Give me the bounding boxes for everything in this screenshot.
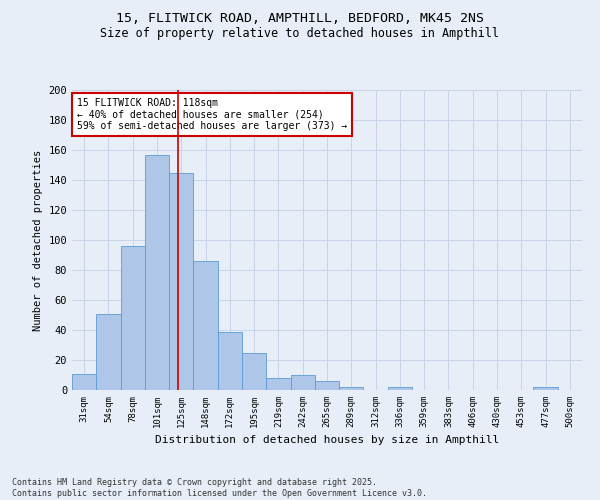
Bar (533, 387, 558, 390)
Text: 15 FLITWICK ROAD: 118sqm
← 40% of detached houses are smaller (254)
59% of semi-: 15 FLITWICK ROAD: 118sqm ← 40% of detach… (77, 98, 347, 130)
Bar (145, 154, 169, 390)
Text: Size of property relative to detached houses in Ampthill: Size of property relative to detached ho… (101, 28, 499, 40)
Text: Contains HM Land Registry data © Crown copyright and database right 2025.
Contai: Contains HM Land Registry data © Crown c… (12, 478, 427, 498)
Bar (121, 246, 145, 390)
Text: 15, FLITWICK ROAD, AMPTHILL, BEDFORD, MK45 2NS: 15, FLITWICK ROAD, AMPTHILL, BEDFORD, MK… (116, 12, 484, 26)
Bar (388, 387, 412, 390)
Y-axis label: Number of detached properties: Number of detached properties (33, 150, 43, 330)
Bar (218, 332, 242, 390)
Bar (169, 172, 193, 390)
Bar (72, 374, 96, 390)
Bar (193, 261, 218, 390)
Bar (339, 387, 364, 390)
Bar (315, 381, 339, 390)
Bar (290, 375, 315, 390)
Bar (242, 352, 266, 390)
X-axis label: Distribution of detached houses by size in Ampthill: Distribution of detached houses by size … (155, 436, 499, 446)
Bar (266, 378, 290, 390)
Bar (96, 314, 121, 390)
